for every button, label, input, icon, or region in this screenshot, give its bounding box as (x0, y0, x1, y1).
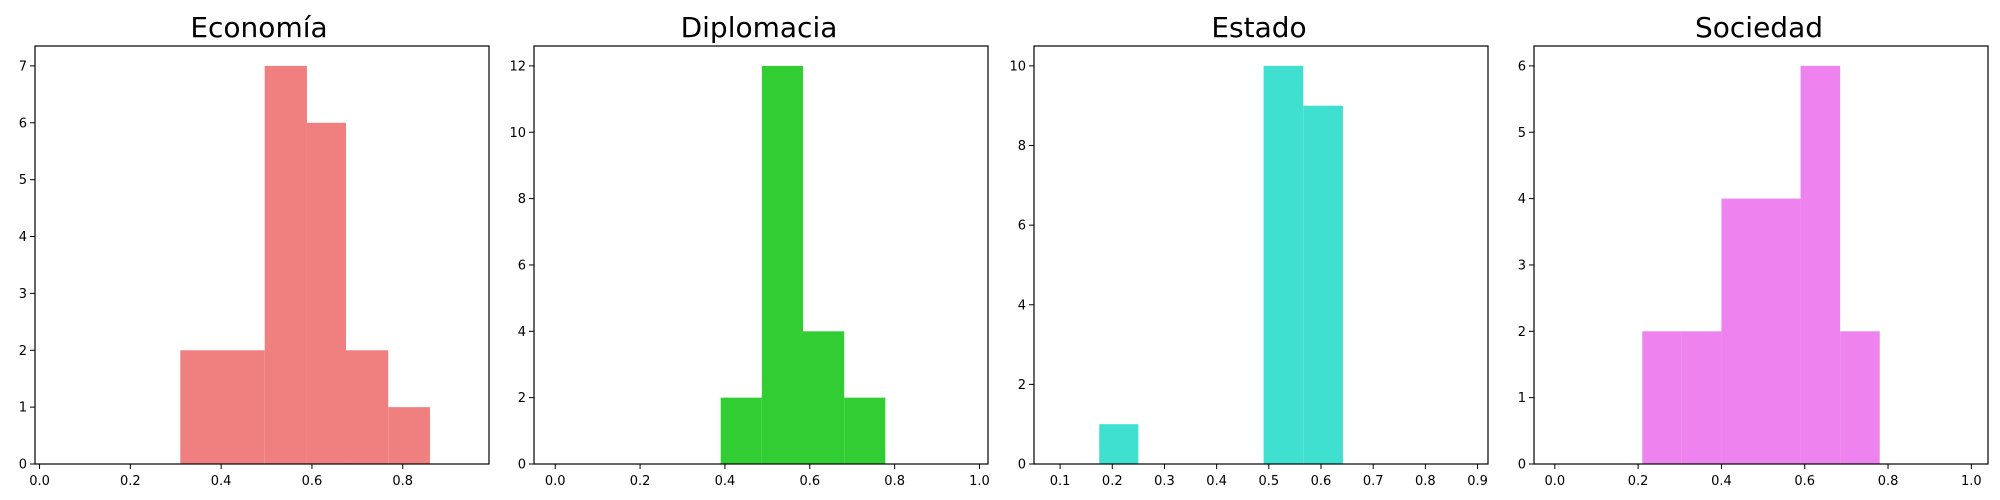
y-tick-label-economia-0: 0 (19, 458, 27, 473)
histogram-bar-diplomacia-3 (844, 397, 886, 464)
axes-frame-sociedad (1533, 45, 1989, 465)
histogram-bar-economia-5 (388, 407, 430, 464)
y-tick-label-estado-0: 0 (1018, 458, 1026, 473)
y-tick-label-diplomacia-2: 4 (518, 325, 526, 340)
y-tick-label-sociedad-2: 2 (1518, 325, 1526, 340)
x-tick-label-diplomacia-1: 0.2 (630, 474, 651, 489)
x-tick-label-sociedad-2: 0.4 (1711, 474, 1732, 489)
y-tick-label-estado-2: 4 (1018, 298, 1026, 313)
panel-title-estado: Estado (1211, 11, 1306, 44)
axes-frame-estado (1033, 45, 1489, 465)
x-tick-label-sociedad-4: 0.8 (1878, 474, 1899, 489)
y-tick-label-estado-3: 6 (1018, 219, 1026, 234)
histogram-bar-sociedad-4 (1800, 65, 1841, 465)
y-tick-label-economia-7: 7 (19, 59, 27, 74)
panel-title-diplomacia: Diplomacia (681, 11, 838, 44)
axes-frame-diplomacia (533, 45, 989, 465)
x-tick-label-economia-3: 0.6 (302, 474, 323, 489)
y-tick-label-economia-6: 6 (19, 116, 27, 131)
y-tick-label-economia-4: 4 (19, 230, 27, 245)
y-tick-label-estado-1: 2 (1018, 378, 1026, 393)
x-tick-label-diplomacia-0: 0.0 (545, 474, 566, 489)
y-tick-label-diplomacia-5: 10 (509, 126, 526, 141)
x-tick-label-diplomacia-3: 0.6 (799, 474, 820, 489)
x-tick-label-estado-1: 0.2 (1102, 474, 1123, 489)
y-tick-label-economia-1: 1 (19, 401, 27, 416)
histogram-bar-diplomacia-0 (720, 397, 762, 464)
y-tick-label-diplomacia-1: 2 (518, 391, 526, 406)
x-tick-label-sociedad-1: 0.2 (1628, 474, 1649, 489)
x-tick-label-economia-1: 0.2 (120, 474, 141, 489)
histogram-bar-economia-1 (222, 350, 265, 464)
histogram-bar-economia-4 (345, 350, 389, 464)
axes-frame-economia (34, 45, 490, 465)
x-tick-label-diplomacia-5: 1.0 (969, 474, 990, 489)
panel-diplomacia: Diplomacia 0.0 0.2 0.4 0.6 0.8 1.0 0 2 4 6 8 10 12 (509, 11, 989, 489)
y-tick-label-sociedad-1: 1 (1518, 391, 1526, 406)
y-tick-label-diplomacia-3: 6 (518, 258, 526, 273)
panel-title-sociedad: Sociedad (1695, 11, 1823, 44)
y-tick-label-estado-4: 8 (1018, 139, 1026, 154)
histogram-bar-sociedad-2 (1721, 198, 1761, 464)
histogram-bar-economia-3 (306, 122, 346, 464)
x-tick-label-estado-0: 0.1 (1050, 474, 1071, 489)
histogram-bar-sociedad-0 (1642, 331, 1682, 464)
y-tick-label-economia-5: 5 (19, 173, 27, 188)
y-tick-label-diplomacia-6: 12 (509, 59, 526, 74)
panel-estado: Estado 0.1 0.2 0.3 0.4 0.5 0.6 0.7 0.8 0.9 0 2 4 6 8 1… (1009, 11, 1489, 489)
y-tick-label-sociedad-3: 3 (1518, 258, 1526, 273)
y-tick-label-estado-5: 10 (1009, 59, 1026, 74)
histogram-bar-economia-0 (180, 350, 223, 464)
histogram-bar-sociedad-1 (1681, 331, 1722, 464)
panel-sociedad: Sociedad 0.0 0.2 0.4 0.6 0.8 1.0 0 1 2 3 4 5 6 (1518, 11, 1989, 489)
x-tick-label-estado-7: 0.8 (1415, 474, 1436, 489)
y-tick-label-sociedad-6: 6 (1518, 59, 1526, 74)
y-tick-label-sociedad-4: 4 (1518, 192, 1526, 207)
x-tick-label-diplomacia-4: 0.8 (884, 474, 905, 489)
x-tick-label-estado-2: 0.3 (1154, 474, 1175, 489)
x-tick-label-estado-6: 0.7 (1363, 474, 1384, 489)
x-tick-label-estado-5: 0.6 (1311, 474, 1332, 489)
panel-economia: Economía 0.0 0.2 0.4 0.6 0.8 0 1 2 3 4 5 6 7 (19, 11, 490, 489)
x-tick-label-estado-8: 0.9 (1467, 474, 1488, 489)
x-tick-label-economia-2: 0.4 (211, 474, 232, 489)
y-tick-label-diplomacia-4: 8 (518, 192, 526, 207)
histogram-bar-estado-0 (1099, 424, 1139, 464)
histogram-bar-diplomacia-1 (761, 65, 804, 465)
histogram-bar-sociedad-3 (1761, 198, 1801, 464)
panel-title-economia: Economía (190, 11, 327, 44)
y-tick-label-diplomacia-0: 0 (518, 458, 526, 473)
x-tick-label-estado-3: 0.4 (1206, 474, 1227, 489)
histogram-bar-diplomacia-2 (803, 331, 845, 464)
y-tick-label-economia-2: 2 (19, 344, 27, 359)
x-tick-label-sociedad-3: 0.6 (1794, 474, 1815, 489)
x-tick-label-sociedad-5: 1.0 (1961, 474, 1982, 489)
x-tick-label-economia-4: 0.8 (392, 474, 413, 489)
histogram-bar-economia-2 (264, 65, 307, 465)
y-tick-label-sociedad-5: 5 (1518, 126, 1526, 141)
x-tick-label-sociedad-0: 0.0 (1544, 474, 1565, 489)
x-tick-label-estado-4: 0.5 (1258, 474, 1279, 489)
y-tick-label-sociedad-0: 0 (1518, 458, 1526, 473)
histogram-bar-estado-1 (1263, 65, 1304, 465)
x-tick-label-diplomacia-2: 0.4 (715, 474, 736, 489)
x-tick-label-economia-0: 0.0 (29, 474, 50, 489)
y-tick-label-economia-3: 3 (19, 287, 27, 302)
histogram-bar-sociedad-5 (1840, 331, 1880, 464)
histogram-bar-estado-2 (1303, 105, 1343, 464)
